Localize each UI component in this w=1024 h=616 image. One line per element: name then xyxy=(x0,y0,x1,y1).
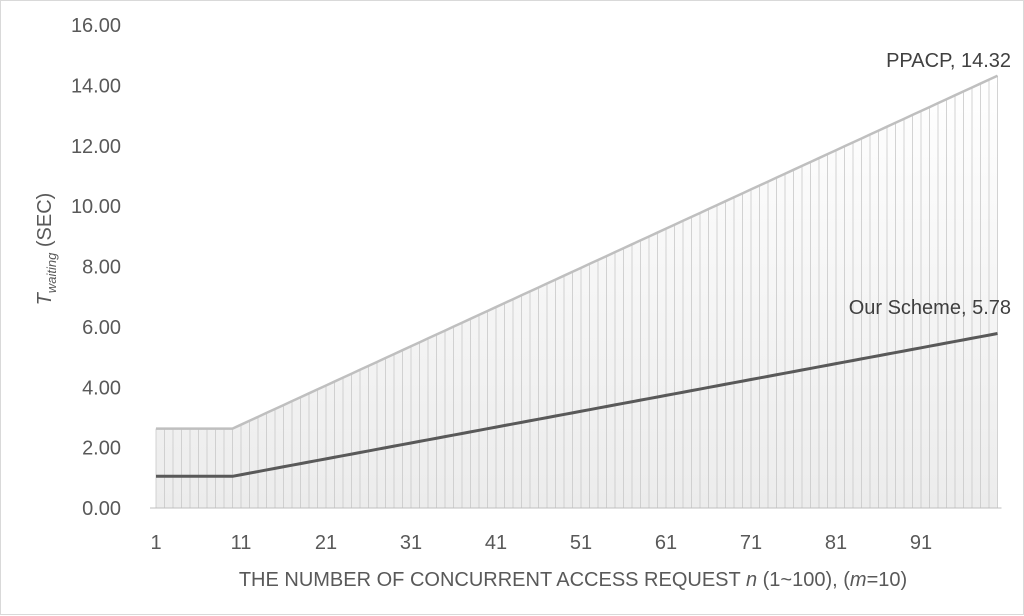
y-tick-label: 6.00 xyxy=(82,317,121,339)
x-axis-label: THE NUMBER OF CONCURRENT ACCESS REQUEST … xyxy=(239,569,907,591)
area-layer xyxy=(156,75,998,508)
y-tick-label: 0.00 xyxy=(82,498,121,520)
y-tick-label: 14.00 xyxy=(71,75,121,97)
line-layer xyxy=(156,74,999,478)
x-tick-label: 31 xyxy=(400,532,422,554)
x-tick-label: 1 xyxy=(150,532,161,554)
x-tick-label: 61 xyxy=(655,532,677,554)
annotation-our-scheme: Our Scheme, 5.78 xyxy=(849,297,1011,319)
x-tick-label: 11 xyxy=(231,532,252,554)
y-tick-label: 2.00 xyxy=(82,438,121,460)
y-axis-label: Twaiting (SEC) xyxy=(34,193,59,306)
x-tick-label: 71 xyxy=(740,532,762,554)
series-line-our-scheme xyxy=(156,332,998,478)
x-tick-label: 41 xyxy=(485,532,507,554)
area-fill xyxy=(156,75,998,508)
x-tick-label: 91 xyxy=(910,532,932,554)
hatch-layer xyxy=(155,75,998,508)
x-tick-label: 51 xyxy=(570,532,592,554)
y-tick-label: 8.00 xyxy=(82,257,121,279)
label-layer: 0.00 2.00 4.00 6.00 8.00 10.00 12.00 14.00 16.00… xyxy=(71,15,1011,554)
y-tick-label: 10.00 xyxy=(71,196,121,218)
annotation-ppacp: PPACP, 14.32 xyxy=(886,50,1011,72)
y-tick-label: 16.00 xyxy=(71,15,121,37)
series-line-ppacp xyxy=(156,74,999,430)
y-tick-label: 4.00 xyxy=(82,377,121,399)
x-tick-label: 21 xyxy=(315,532,337,554)
y-tick-label: 12.00 xyxy=(71,136,121,158)
x-tick-label: 81 xyxy=(825,532,847,554)
